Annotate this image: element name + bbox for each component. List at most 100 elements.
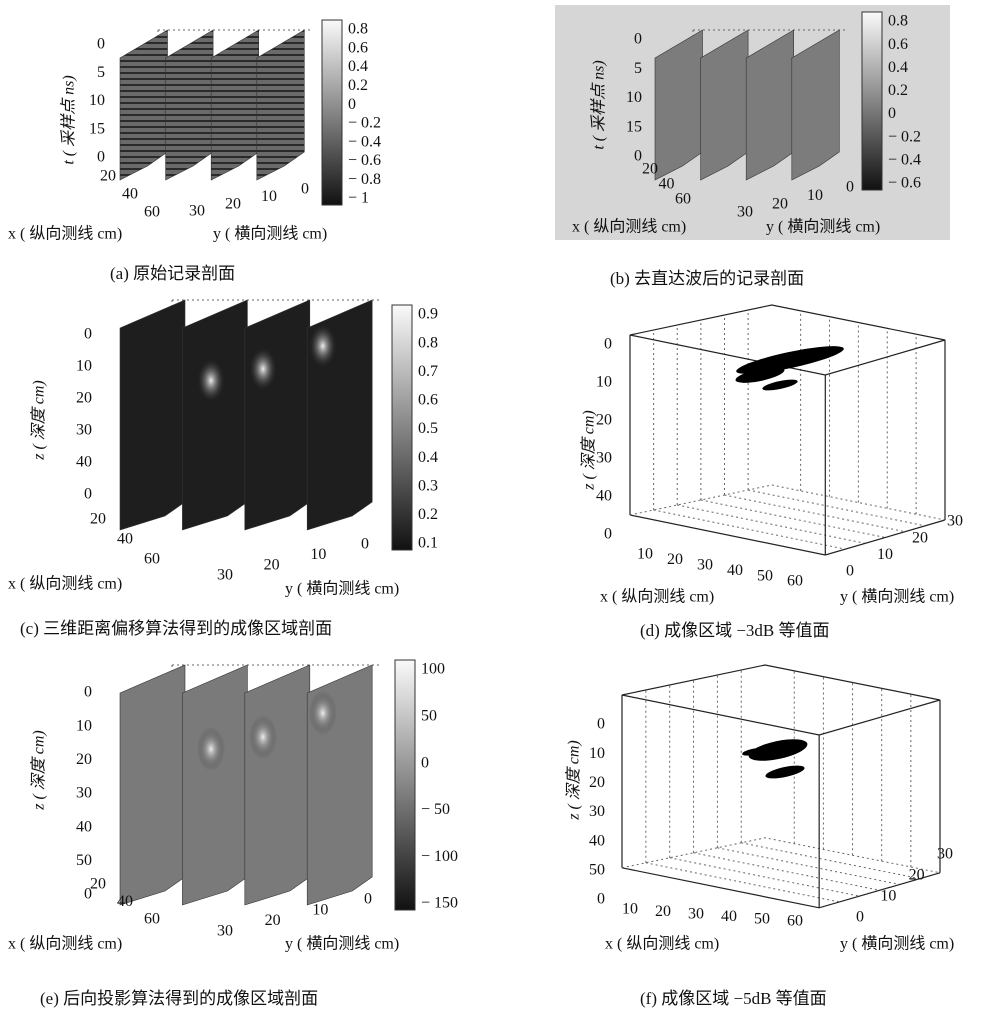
y-axis-label: y ( 横向测线 cm) bbox=[285, 935, 399, 953]
colorbar-tick-label: 0.6 bbox=[418, 392, 438, 409]
caption: (c) 三维距离偏移算法得到的成像区域剖面 bbox=[20, 619, 332, 638]
z-tick-label: 0 bbox=[604, 336, 612, 353]
section-slice bbox=[245, 665, 310, 905]
y-tick-label: 0 bbox=[361, 536, 369, 553]
z-tick-label: 0 bbox=[604, 526, 612, 543]
z-tick-label: 15 bbox=[89, 120, 105, 137]
colorbar-tick-label: 0.4 bbox=[348, 58, 368, 75]
colorbar-tick-label: − 1 bbox=[348, 190, 369, 207]
z-tick-label: 5 bbox=[97, 64, 105, 81]
section-slice bbox=[166, 30, 214, 180]
colorbar-tick-label: − 0.4 bbox=[888, 152, 921, 169]
caption: (d) 成像区域 −3dB 等值面 bbox=[640, 621, 830, 640]
x-tick-label: 20 bbox=[90, 511, 106, 528]
y-tick-label: 10 bbox=[877, 546, 893, 563]
y-axis-label: y ( 横向测线 cm) bbox=[840, 935, 954, 953]
x-tick-label: 60 bbox=[787, 913, 803, 930]
z-tick-label: 10 bbox=[89, 92, 105, 109]
vertical-axis-label: t ( 采样点 ns) bbox=[590, 60, 608, 149]
reflection bbox=[309, 324, 337, 368]
colorbar-tick-label: 0 bbox=[421, 754, 429, 771]
colorbar bbox=[395, 660, 415, 910]
z-tick-label: 30 bbox=[596, 450, 612, 467]
z-tick-label: 0 bbox=[97, 36, 105, 53]
section-slice bbox=[245, 300, 310, 530]
grid-line bbox=[701, 500, 885, 538]
y-axis-label: y ( 横向测线 cm) bbox=[766, 218, 880, 236]
z-tick-label: 40 bbox=[596, 488, 612, 505]
z-tick-label: 0 bbox=[634, 31, 642, 48]
x-tick-label: 50 bbox=[754, 910, 770, 927]
x-tick-label: 10 bbox=[637, 546, 653, 563]
z-tick-label: 10 bbox=[596, 374, 612, 391]
grid-line bbox=[694, 853, 880, 891]
colorbar-tick-label: − 0.6 bbox=[888, 175, 921, 192]
z-tick-label: 10 bbox=[626, 89, 642, 106]
box-top bbox=[622, 665, 940, 735]
z-tick-label: 30 bbox=[76, 422, 92, 439]
x-tick-label: 60 bbox=[144, 204, 160, 221]
reflection bbox=[309, 691, 337, 735]
colorbar-tick-label: − 0.2 bbox=[348, 115, 381, 132]
x-axis-label: x ( 纵向测线 cm) bbox=[600, 588, 714, 606]
colorbar-tick-label: − 150 bbox=[421, 895, 458, 912]
z-tick-label: 30 bbox=[589, 803, 605, 820]
x-tick-label: 40 bbox=[721, 908, 737, 925]
section-slice bbox=[257, 30, 305, 180]
z-tick-label: 10 bbox=[76, 717, 92, 734]
y-tick-label: 0 bbox=[846, 563, 854, 580]
colorbar bbox=[322, 20, 342, 205]
x-tick-label: 40 bbox=[727, 562, 743, 579]
y-tick-label: 0 bbox=[846, 179, 854, 196]
z-tick-label: 20 bbox=[76, 390, 92, 407]
x-tick-label: 20 bbox=[642, 161, 658, 178]
y-tick-label: 0 bbox=[301, 181, 309, 198]
colorbar-tick-label: 0.8 bbox=[888, 13, 908, 30]
x-tick-label: 40 bbox=[117, 531, 133, 548]
colorbar-tick-label: 0.8 bbox=[418, 334, 438, 351]
z-tick-label: 20 bbox=[596, 412, 612, 429]
colorbar-tick-label: 0.3 bbox=[418, 477, 438, 494]
grid-line bbox=[717, 848, 899, 885]
x-tick-label: 30 bbox=[688, 905, 704, 922]
z-tick-label: 0 bbox=[84, 684, 92, 701]
colorbar-tick-label: 0.6 bbox=[348, 39, 368, 56]
colorbar-tick-label: − 0.8 bbox=[348, 171, 381, 188]
y-tick-label: 30 bbox=[937, 846, 953, 863]
x-axis-label: x ( 纵向测线 cm) bbox=[572, 218, 686, 236]
y-tick-label: 20 bbox=[265, 912, 281, 929]
colorbar-tick-label: 0.4 bbox=[418, 449, 438, 466]
isosurface bbox=[764, 763, 805, 781]
z-tick-label: 50 bbox=[76, 852, 92, 869]
isosurface bbox=[762, 377, 799, 392]
colorbar bbox=[862, 12, 882, 190]
y-tick-label: 20 bbox=[912, 529, 928, 546]
x-tick-label: 20 bbox=[655, 903, 671, 920]
z-tick-label: 15 bbox=[626, 118, 642, 135]
z-tick-label: 0 bbox=[597, 891, 605, 908]
z-tick-label: 0 bbox=[97, 149, 105, 166]
grid-line bbox=[725, 495, 906, 532]
colorbar-tick-label: − 100 bbox=[421, 848, 458, 865]
caption: (f) 成像区域 −5dB 等值面 bbox=[640, 989, 827, 1008]
y-tick-label: 30 bbox=[217, 567, 233, 584]
x-tick-label: 20 bbox=[667, 551, 683, 568]
section-slice bbox=[182, 665, 247, 905]
y-tick-label: 30 bbox=[217, 923, 233, 940]
section-slice bbox=[120, 300, 185, 530]
colorbar bbox=[392, 305, 412, 550]
z-tick-label: 20 bbox=[76, 751, 92, 768]
colorbar-tick-label: − 0.2 bbox=[888, 128, 921, 145]
z-tick-label: 0 bbox=[597, 716, 605, 733]
x-tick-label: 60 bbox=[675, 191, 691, 208]
colorbar-tick-label: 0.2 bbox=[418, 506, 438, 523]
y-tick-label: 10 bbox=[312, 901, 328, 918]
y-tick-label: 10 bbox=[807, 187, 823, 204]
x-axis-label: x ( 纵向测线 cm) bbox=[605, 935, 719, 953]
y-tick-label: 20 bbox=[772, 195, 788, 212]
colorbar-tick-label: 0.2 bbox=[348, 77, 368, 94]
y-tick-label: 30 bbox=[189, 203, 205, 220]
y-tick-label: 0 bbox=[856, 909, 864, 926]
box-bottom bbox=[630, 515, 945, 555]
colorbar-tick-label: 0.2 bbox=[888, 82, 908, 99]
